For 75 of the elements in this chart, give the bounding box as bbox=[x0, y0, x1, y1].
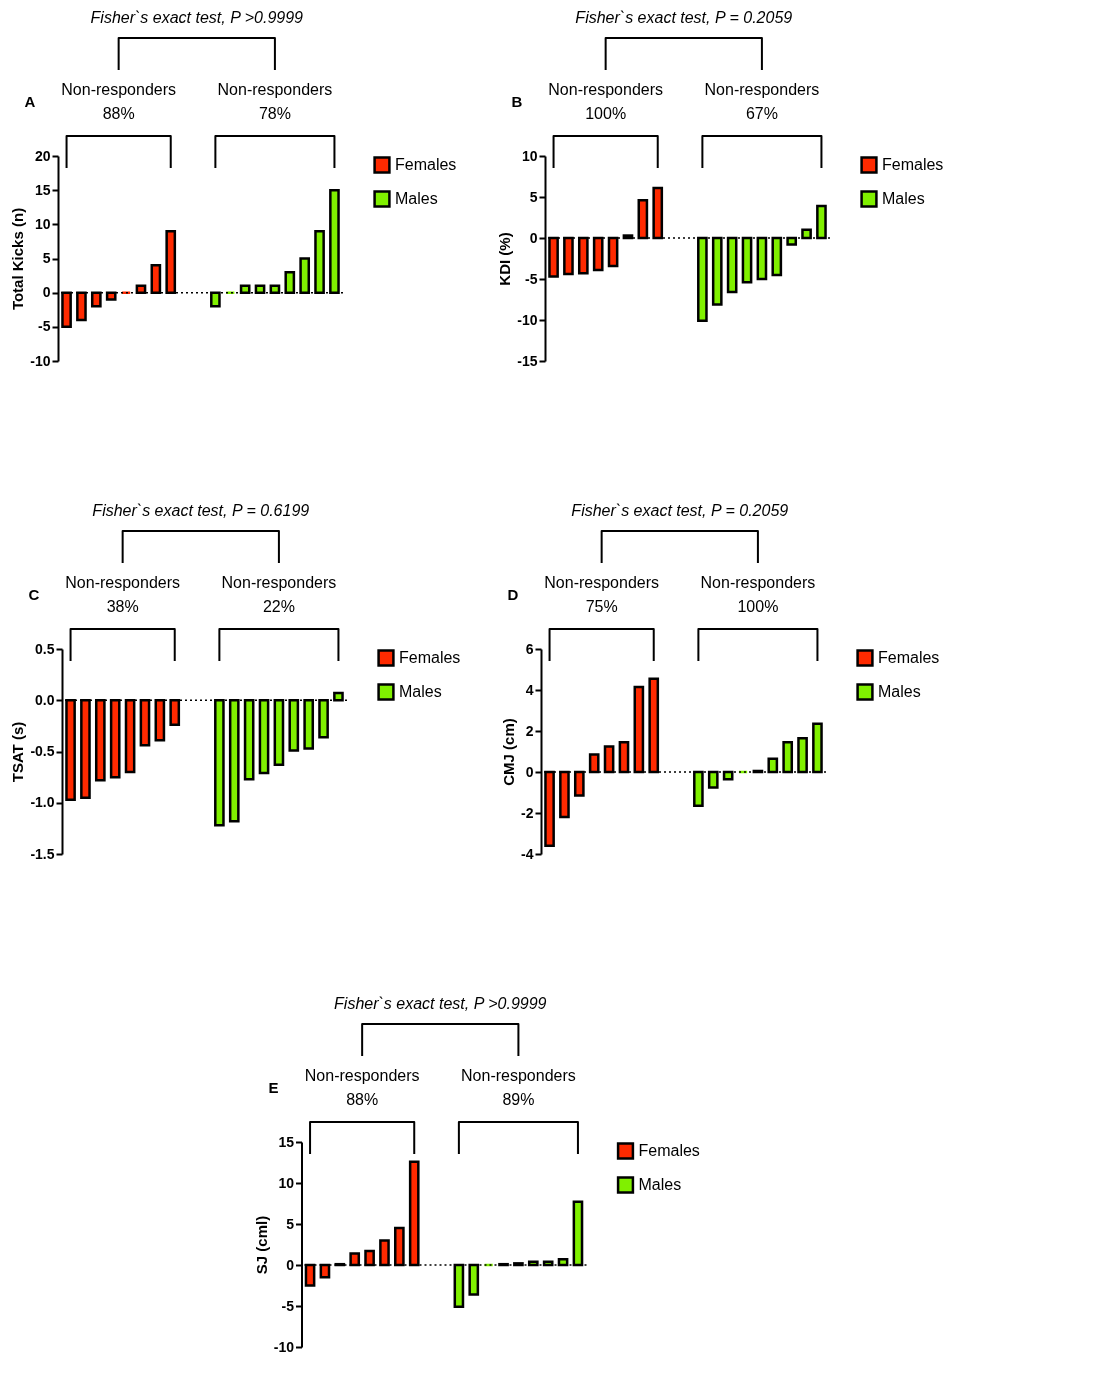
text: E bbox=[268, 1079, 279, 1096]
text: 75% bbox=[585, 598, 618, 615]
text: B bbox=[511, 93, 523, 110]
text: 100% bbox=[737, 598, 779, 615]
y-tick-label: -1.0 bbox=[30, 794, 55, 811]
legend-label: Males bbox=[395, 190, 438, 207]
y-tick-label: 0.0 bbox=[35, 691, 55, 708]
y-tick-label: -10 bbox=[517, 311, 538, 328]
text: 38% bbox=[106, 598, 139, 615]
y-tick-label: 4 bbox=[525, 681, 534, 698]
text: Non-responders bbox=[704, 81, 820, 98]
text: Non-responders bbox=[61, 81, 177, 98]
legend-label: Females bbox=[878, 649, 940, 666]
y-axis-title: CMJ (cm) bbox=[500, 718, 518, 786]
text: C bbox=[28, 586, 40, 603]
y-tick-label: 0 bbox=[525, 763, 534, 780]
y-tick-label: 2 bbox=[525, 722, 534, 739]
legend-label: Females bbox=[882, 156, 944, 173]
y-tick-label: 10 bbox=[278, 1174, 295, 1191]
y-axis-title: KDI (%) bbox=[496, 232, 514, 286]
chart-title: Fisher`s exact test, P >0.9999 bbox=[334, 995, 547, 1012]
legend-label: Females bbox=[395, 156, 457, 173]
y-tick-label: 20 bbox=[34, 147, 51, 164]
legend-label: Females bbox=[399, 649, 461, 666]
legend-label: Males bbox=[638, 1176, 682, 1193]
y-tick-label: 15 bbox=[34, 181, 51, 198]
legend-label: Males bbox=[399, 683, 442, 700]
text: D bbox=[507, 586, 519, 603]
y-tick-label: -5 bbox=[525, 270, 538, 287]
y-tick-label: 5 bbox=[529, 188, 538, 205]
y-tick-label: -4 bbox=[521, 845, 534, 862]
chart-title: Fisher`s exact test, P = 0.2059 bbox=[571, 502, 789, 519]
y-tick-label: 5 bbox=[286, 1215, 295, 1232]
text: 89% bbox=[502, 1091, 535, 1108]
chart-title: Fisher`s exact test, P = 0.6199 bbox=[92, 502, 310, 519]
text: Non-responders bbox=[221, 574, 337, 591]
y-tick-label: 0 bbox=[42, 284, 51, 301]
y-tick-label: 0.5 bbox=[35, 640, 55, 657]
y-tick-label: -10 bbox=[273, 1338, 295, 1355]
y-tick-label: -5 bbox=[38, 318, 51, 335]
text: Non-responders bbox=[65, 574, 181, 591]
y-tick-label: 5 bbox=[42, 250, 51, 266]
text: Non-responders bbox=[304, 1067, 420, 1084]
text: 88% bbox=[346, 1091, 379, 1108]
y-tick-label: -1.5 bbox=[30, 845, 55, 862]
y-tick-label: -5 bbox=[281, 1297, 295, 1314]
text: Non-responders bbox=[217, 81, 333, 98]
y-tick-label: 0 bbox=[529, 229, 538, 246]
y-tick-label: 15 bbox=[278, 1133, 295, 1150]
text: 22% bbox=[262, 598, 295, 615]
text: A bbox=[24, 93, 36, 110]
chart-title: Fisher`s exact test, P = 0.2059 bbox=[575, 9, 793, 26]
y-tick-label: 6 bbox=[525, 640, 534, 657]
y-tick-label: -10 bbox=[30, 352, 51, 369]
y-tick-label: 0 bbox=[286, 1256, 295, 1273]
text: Non-responders bbox=[700, 574, 816, 591]
chart-title: Fisher`s exact test, P >0.9999 bbox=[90, 9, 304, 26]
y-tick-label: 10 bbox=[34, 215, 51, 232]
text: 78% bbox=[258, 105, 291, 122]
legend-label: Females bbox=[638, 1142, 700, 1159]
text: Non-responders bbox=[461, 1067, 576, 1084]
y-axis-title: Total Kicks (n) bbox=[9, 207, 27, 311]
y-tick-label: 10 bbox=[521, 147, 538, 164]
text: 100% bbox=[585, 105, 627, 122]
legend-label: Males bbox=[882, 190, 925, 207]
y-tick-label: -15 bbox=[517, 352, 538, 369]
legend-label: Males bbox=[878, 683, 921, 700]
text: 88% bbox=[102, 105, 135, 122]
y-tick-label: -2 bbox=[521, 804, 534, 821]
y-tick-label: -0.5 bbox=[30, 743, 55, 759]
text: Non-responders bbox=[544, 574, 660, 591]
text: Non-responders bbox=[548, 81, 664, 98]
y-axis-title: SJ (cml) bbox=[252, 1215, 270, 1275]
text: 67% bbox=[745, 105, 778, 122]
y-axis-title: TSAT (s) bbox=[9, 721, 27, 783]
